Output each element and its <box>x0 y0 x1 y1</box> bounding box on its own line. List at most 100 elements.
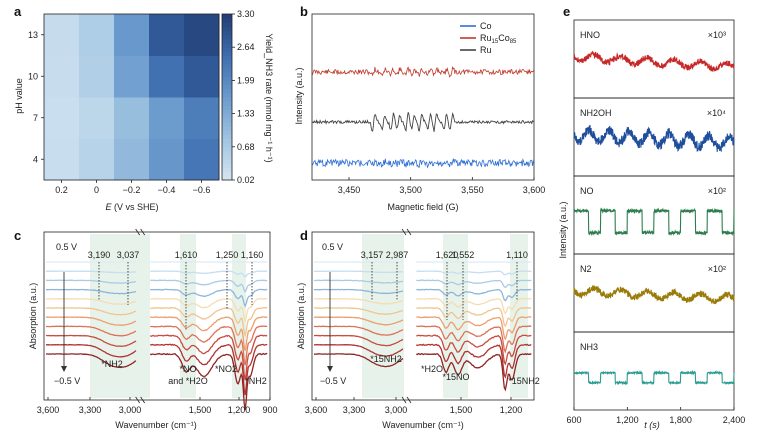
assignment-label: *15NH2 <box>508 376 540 386</box>
axis-break <box>401 228 407 236</box>
colorbar-segment <box>222 175 232 181</box>
panel-label-c: c <box>14 228 21 243</box>
panel-c-frame <box>43 231 271 401</box>
colorbar-segment <box>222 80 232 86</box>
colorbar-segment <box>222 109 232 115</box>
colorbar-label: Yield_NH3 rate (mmol mg⁻¹ h⁻¹) <box>264 33 274 162</box>
heatmap-frame <box>43 13 220 181</box>
colorbar-segment <box>222 171 232 177</box>
colorbar-segment <box>222 130 232 135</box>
panel-d-frame <box>311 231 535 401</box>
axis-break <box>401 396 407 404</box>
heatmap-cell <box>149 14 185 56</box>
heatmap-cell <box>44 14 80 56</box>
ir-spectrum <box>314 352 532 392</box>
colorbar-segment <box>222 38 232 44</box>
panel-b-frame <box>311 13 535 181</box>
potential-top-label: 0.5 V <box>322 242 343 252</box>
colorbar-segment <box>222 84 232 90</box>
ir-spectrum <box>313 279 532 289</box>
species-label: NH3 <box>580 342 598 352</box>
potential-bottom-label: −0.5 V <box>320 376 346 386</box>
x-tick-label: −0.2 <box>123 185 141 195</box>
colorbar-segment <box>222 105 232 110</box>
y-tick-label: 4 <box>33 154 38 164</box>
colorbar-tick-label: 1.99 <box>237 75 255 85</box>
peak-label: 1,610 <box>175 250 198 260</box>
series-trace <box>573 207 735 237</box>
y-tick-label: 7 <box>33 113 38 123</box>
panel-e-xlabel: t (s) <box>644 420 660 430</box>
panel-label-a: a <box>14 4 22 19</box>
subscript: 85 <box>510 39 517 45</box>
assignment-label: *NO <box>179 364 196 374</box>
colorbar-segment <box>222 155 232 160</box>
colorbar-segment <box>222 26 232 32</box>
ir-spectrum <box>45 306 268 338</box>
panel-label-e: e <box>563 4 570 19</box>
arrow-head <box>327 366 333 372</box>
colorbar-tick-label: 0.68 <box>237 142 255 152</box>
scale-label: ×10⁴ <box>707 108 726 118</box>
ir-spectrum <box>45 352 268 410</box>
colorbar-segment <box>222 150 232 156</box>
heatmap-cell <box>79 97 115 139</box>
heatmap-cell <box>44 55 80 98</box>
x-tick-label: 3,550 <box>461 185 484 195</box>
ir-spectrum <box>313 316 532 341</box>
series-trace <box>573 369 735 386</box>
panel-d-plot: 3,600 3,300 3,000 1,500 1,200 0.5 V −0.5 V 3,15… <box>305 228 540 415</box>
peak-label: 2,987 <box>386 250 409 260</box>
potential-top-label: 0.5 V <box>56 242 77 252</box>
heatmap-cell <box>79 55 115 98</box>
colorbar-segment <box>222 47 232 52</box>
colorbar-tick-label: 0.02 <box>237 175 255 185</box>
x-tick-label: 0 <box>94 185 99 195</box>
panel-c-plot: 3,600 3,300 3,000 1,500 1,200 900 0.5 V −0.5 V 3… <box>37 228 278 415</box>
heatmap-cell <box>114 14 150 56</box>
colorbar-tick-label: 2.64 <box>237 42 255 52</box>
panel-a-xlabel-rest: (V vs SHE) <box>112 202 159 212</box>
ir-spectrum <box>45 288 268 308</box>
colorbar-segment <box>222 63 232 69</box>
colorbar-tick-label: 3.30 <box>237 9 255 19</box>
ir-spectrum <box>313 270 532 276</box>
peak-label: 3,190 <box>88 250 111 260</box>
x-tick-label: 1,500 <box>450 405 473 415</box>
series-trace <box>573 50 735 73</box>
legend-label: Ru <box>480 45 492 55</box>
axis-break <box>406 228 412 236</box>
species-label: NO <box>580 186 594 196</box>
y-tick-label: 10 <box>28 71 38 81</box>
colorbar-segment <box>222 163 232 169</box>
colorbar-segment <box>222 51 232 56</box>
heatmap-cell <box>44 97 80 139</box>
ir-spectrum <box>313 297 532 315</box>
panel-c-ylabel: Absorption (a.u.) <box>28 283 38 350</box>
x-tick-label: 0.2 <box>55 185 68 195</box>
x-tick-label: 3,300 <box>343 405 366 415</box>
colorbar-segment <box>222 121 232 127</box>
panel-a-ylabel: pH value <box>14 78 24 114</box>
colorbar-segment <box>222 14 232 19</box>
species-label: NH2OH <box>580 108 612 118</box>
potential-bottom-label: −0.5 V <box>54 376 80 386</box>
x-tick-label: 3,000 <box>385 405 408 415</box>
subplot-frame <box>573 331 735 411</box>
panel-c-xlabel: Wavenumber (cm⁻¹) <box>115 420 196 430</box>
ir-spectrum <box>45 334 268 381</box>
peak-label: 1,552 <box>452 250 475 260</box>
x-tick-label: −0.6 <box>193 185 211 195</box>
heatmap-cell <box>114 97 150 139</box>
assignment-label: *NH2 <box>245 376 267 386</box>
axis-break <box>140 396 145 404</box>
heatmap-cell <box>114 138 150 181</box>
colorbar-segment <box>222 55 232 61</box>
x-tick-label: 600 <box>566 415 581 425</box>
x-tick-label: −0.4 <box>158 185 176 195</box>
panel-b-plot: 3,450 3,500 3,550 3,600 <box>311 66 545 195</box>
y-tick-label: 13 <box>28 30 38 40</box>
x-tick-label: 3,500 <box>399 185 422 195</box>
panel-a-xlabel: E (V vs SHE) <box>105 202 158 212</box>
colorbar-segment <box>222 101 232 106</box>
